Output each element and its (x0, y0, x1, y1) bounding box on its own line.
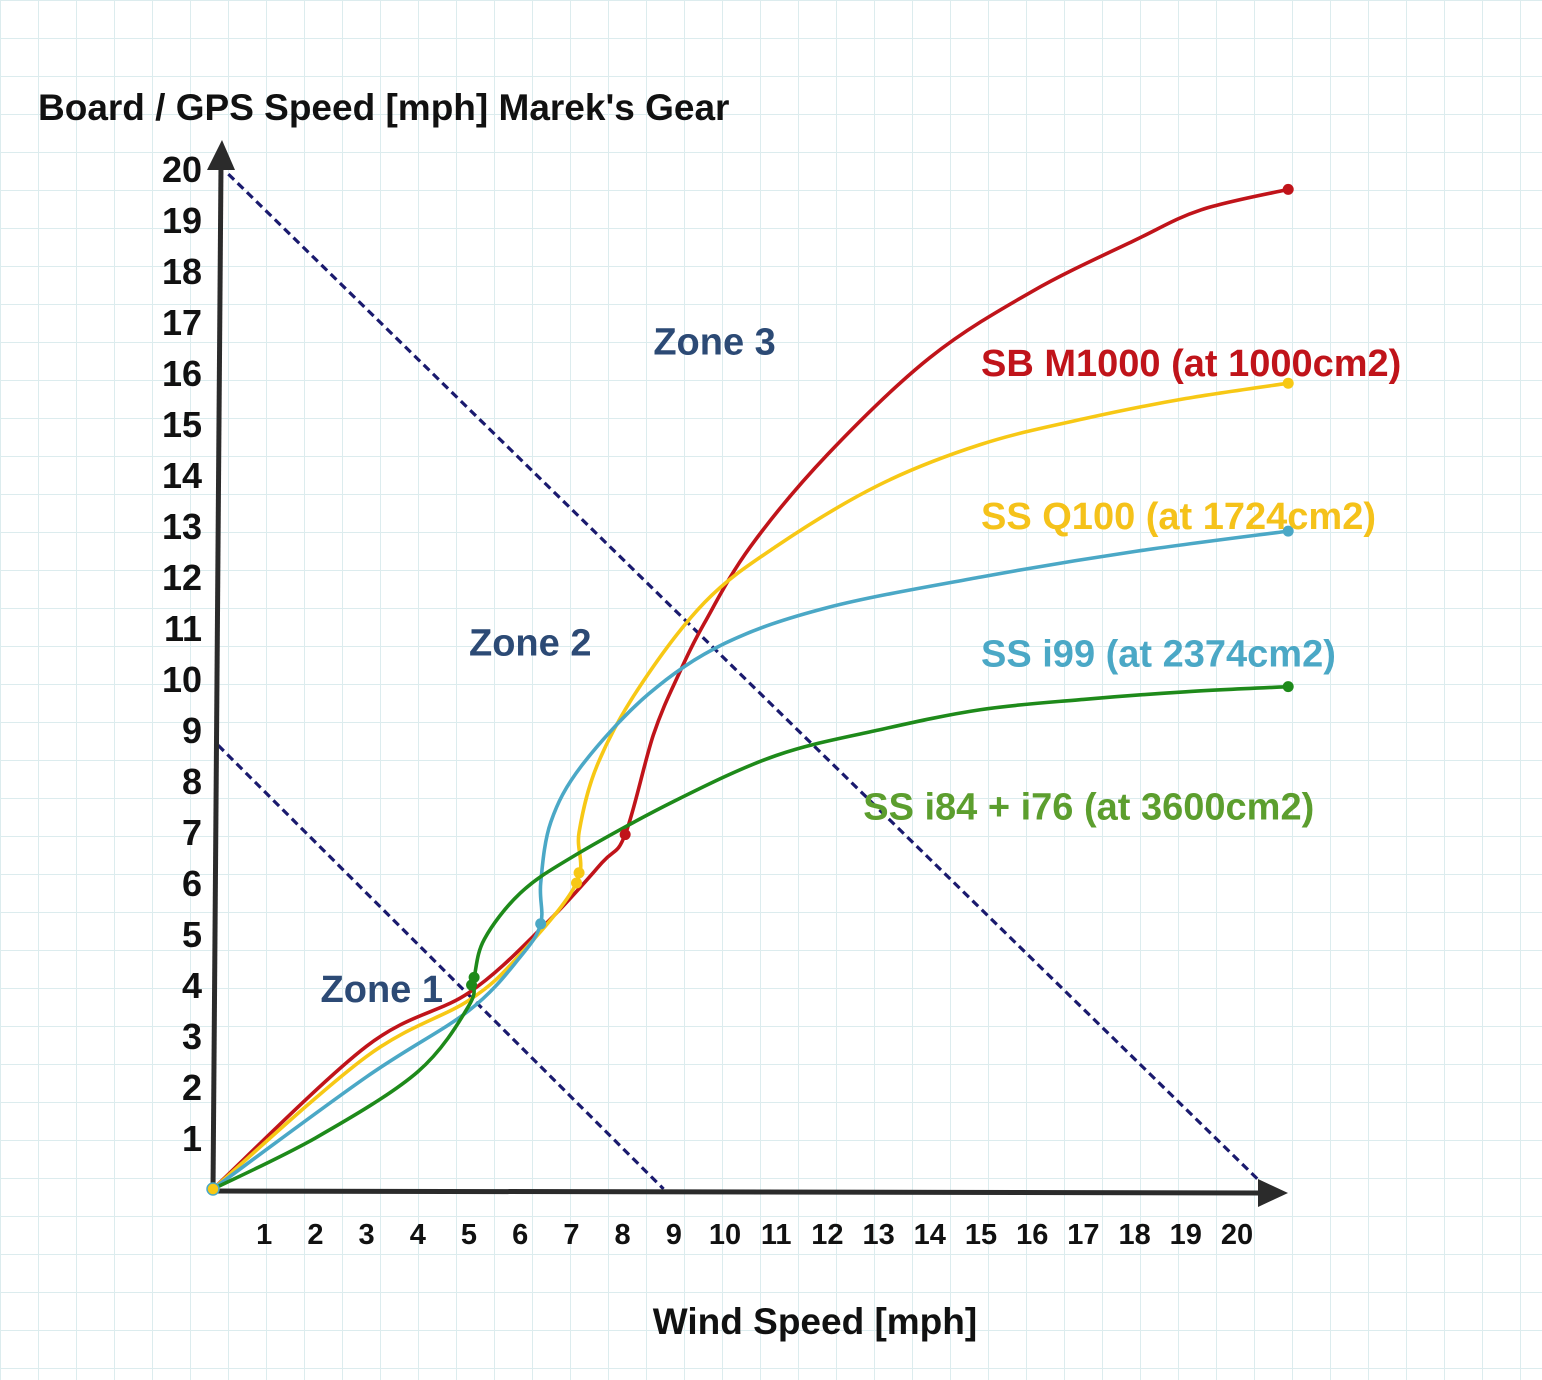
y-tick-label: 14 (162, 455, 202, 496)
data-point-marker (573, 867, 585, 879)
y-tick-label: 18 (162, 251, 202, 292)
y-axis-arrow-icon (207, 140, 235, 170)
zone-labels: Zone 1 Zone 2 Zone 3 (321, 321, 776, 1011)
y-tick-label: 9 (182, 710, 202, 751)
y-tick-label: 19 (162, 200, 202, 241)
y-tick-label: 7 (182, 812, 202, 853)
x-tick-label: 11 (761, 1219, 792, 1251)
x-tick-label: 4 (410, 1219, 426, 1251)
data-point-marker (619, 829, 631, 841)
y-tick-label: 4 (182, 965, 202, 1006)
x-tick-label: 1 (256, 1219, 272, 1251)
x-tick-label: 14 (914, 1219, 946, 1251)
y-axis-line (210, 164, 224, 1192)
series-label-2: SS Q100 (at 1724cm2) (981, 496, 1376, 538)
data-point-marker (1282, 377, 1294, 389)
x-axis-ticks: 1 2 3 4 5 6 7 8 9 10 11 12 13 14 15 16 17 18 19 20 (256, 1219, 1253, 1251)
x-tick-label: 18 (1118, 1219, 1150, 1251)
zone-boundary-line-2 (227, 172, 1269, 1191)
x-axis-label: Wind Speed [mph] (653, 1301, 977, 1342)
series-line-1 (211, 187, 1290, 1191)
y-tick-label: 10 (162, 659, 202, 700)
y-tick-label: 8 (182, 761, 202, 802)
zone-label-1: Zone 1 (321, 969, 443, 1011)
y-tick-label: 11 (164, 608, 202, 649)
x-tick-label: 20 (1221, 1219, 1253, 1251)
x-tick-label: 19 (1170, 1219, 1202, 1251)
zone-label-3: Zone 3 (653, 321, 775, 363)
x-tick-label: 3 (359, 1219, 375, 1251)
y-tick-label: 13 (162, 506, 202, 547)
series-label-4: SS i84 + i76 (at 3600cm2) (863, 787, 1314, 829)
x-tick-label: 5 (461, 1219, 477, 1251)
chart-title: Board / GPS Speed [mph] Marek's Gear (38, 87, 729, 128)
y-tick-label: 15 (162, 404, 202, 445)
y-tick-label: 6 (182, 863, 202, 904)
y-tick-label: 2 (182, 1067, 202, 1108)
zone-boundary-line-1 (216, 744, 665, 1191)
series-line-3 (211, 529, 1290, 1191)
data-point-marker (1282, 525, 1294, 537)
y-tick-label: 12 (162, 557, 202, 598)
data-point-marker (1282, 681, 1294, 693)
series-label-1: SB M1000 (at 1000cm2) (981, 343, 1401, 385)
series-markers (206, 183, 1294, 1196)
zone-label-2: Zone 2 (469, 622, 591, 664)
data-point-marker (535, 918, 547, 930)
x-tick-label: 2 (307, 1219, 323, 1251)
y-tick-label: 5 (182, 914, 202, 955)
x-tick-label: 15 (965, 1219, 997, 1251)
x-tick-label: 6 (512, 1219, 528, 1251)
x-tick-label: 13 (862, 1219, 894, 1251)
series-line-2 (211, 381, 1290, 1191)
x-axis-line (212, 1188, 1263, 1196)
y-tick-label: 20 (162, 149, 202, 190)
y-tick-label: 16 (162, 353, 202, 394)
x-tick-label: 8 (615, 1219, 631, 1251)
origin-marker (206, 1182, 220, 1196)
x-axis-arrow-icon (1258, 1179, 1288, 1207)
series-labels: SB M1000 (at 1000cm2) SS Q100 (at 1724cm2… (863, 343, 1401, 829)
x-tick-label: 10 (709, 1219, 741, 1251)
y-tick-label: 3 (182, 1016, 202, 1057)
series-line-4 (211, 684, 1290, 1191)
series-lines (211, 187, 1290, 1191)
x-tick-label: 16 (1016, 1219, 1048, 1251)
data-point-marker (571, 877, 583, 889)
y-tick-label: 1 (182, 1118, 202, 1159)
x-tick-label: 12 (811, 1219, 843, 1251)
x-tick-label: 9 (666, 1219, 682, 1251)
x-tick-label: 7 (563, 1219, 579, 1251)
x-tick-label: 17 (1067, 1219, 1099, 1251)
series-label-3: SS i99 (at 2374cm2) (981, 634, 1336, 676)
data-point-marker (1282, 183, 1294, 195)
data-point-marker (468, 971, 480, 983)
axes (207, 140, 1288, 1207)
y-tick-label: 17 (162, 302, 202, 343)
zone-boundary-lines (216, 172, 1269, 1191)
